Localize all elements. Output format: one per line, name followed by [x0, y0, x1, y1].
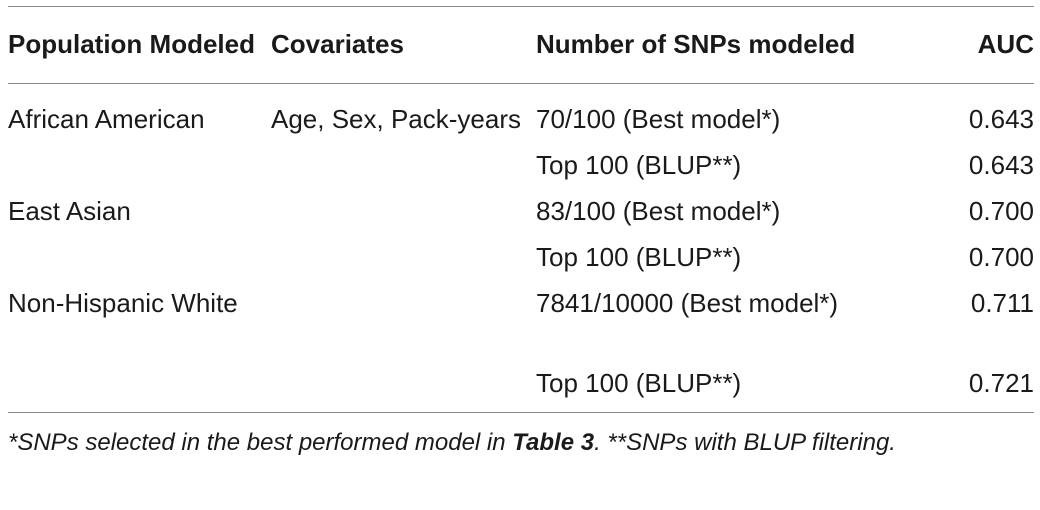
header-auc: AUC — [977, 29, 1034, 59]
cell-population: East Asian — [8, 196, 131, 226]
cell-covariates — [271, 188, 536, 234]
header-snps: Number of SNPs modeled — [536, 29, 856, 59]
table-row: East Asian 83/100 (Best model*) 0.700 — [8, 188, 1034, 234]
cell-population — [8, 142, 271, 188]
header-row: Population Modeled Covariates Number of … — [8, 7, 1034, 83]
data-table-container: Population Modeled Covariates Number of … — [8, 6, 1034, 461]
cell-snps: 7841/10000 (Best model*) — [536, 288, 839, 318]
table-row: African American Age, Sex, Pack-years 70… — [8, 84, 1034, 142]
cell-auc: 0.643 — [968, 150, 1034, 180]
cell-auc: 0.721 — [968, 368, 1034, 398]
table-footnote: *SNPs selected in the best performed mod… — [8, 413, 1034, 461]
cell-covariates — [271, 360, 536, 412]
cell-population — [8, 360, 271, 412]
cell-population: Non-Hispanic White — [8, 288, 238, 318]
header-rule — [8, 83, 1034, 84]
snp-auc-table-body: African American Age, Sex, Pack-years 70… — [8, 84, 1034, 412]
bottom-rule — [8, 412, 1034, 413]
cell-covariates: Age, Sex, Pack-years — [271, 104, 521, 134]
cell-auc: 0.700 — [968, 196, 1034, 226]
top-rule — [8, 6, 1034, 7]
table-row: Non-Hispanic White 7841/10000 (Best mode… — [8, 280, 1034, 360]
footnote-text-1: *SNPs selected in the best performed mod… — [8, 429, 513, 456]
cell-snps: Top 100 (BLUP**) — [536, 368, 742, 398]
cell-snps: Top 100 (BLUP**) — [536, 242, 742, 272]
cell-auc: 0.700 — [968, 242, 1034, 272]
cell-snps: Top 100 (BLUP**) — [536, 150, 742, 180]
header-covariates: Covariates — [271, 29, 404, 59]
cell-covariates — [271, 234, 536, 280]
footnote-text-2: . **SNPs with BLUP filtering. — [594, 429, 896, 456]
cell-population — [8, 234, 271, 280]
header-population: Population Modeled — [8, 29, 255, 59]
cell-covariates — [271, 280, 536, 360]
table-row: Top 100 (BLUP**) 0.721 — [8, 360, 1034, 412]
footnote-table-ref: Table 3 — [512, 429, 595, 456]
cell-auc: 0.711 — [970, 288, 1034, 318]
cell-population: African American — [8, 104, 205, 134]
cell-snps: 70/100 (Best model*) — [536, 104, 781, 134]
cell-covariates — [271, 142, 536, 188]
cell-auc: 0.643 — [968, 104, 1034, 134]
snp-auc-table: Population Modeled Covariates Number of … — [8, 7, 1034, 83]
table-row: Top 100 (BLUP**) 0.643 — [8, 142, 1034, 188]
table-row: Top 100 (BLUP**) 0.700 — [8, 234, 1034, 280]
cell-snps: 83/100 (Best model*) — [536, 196, 781, 226]
